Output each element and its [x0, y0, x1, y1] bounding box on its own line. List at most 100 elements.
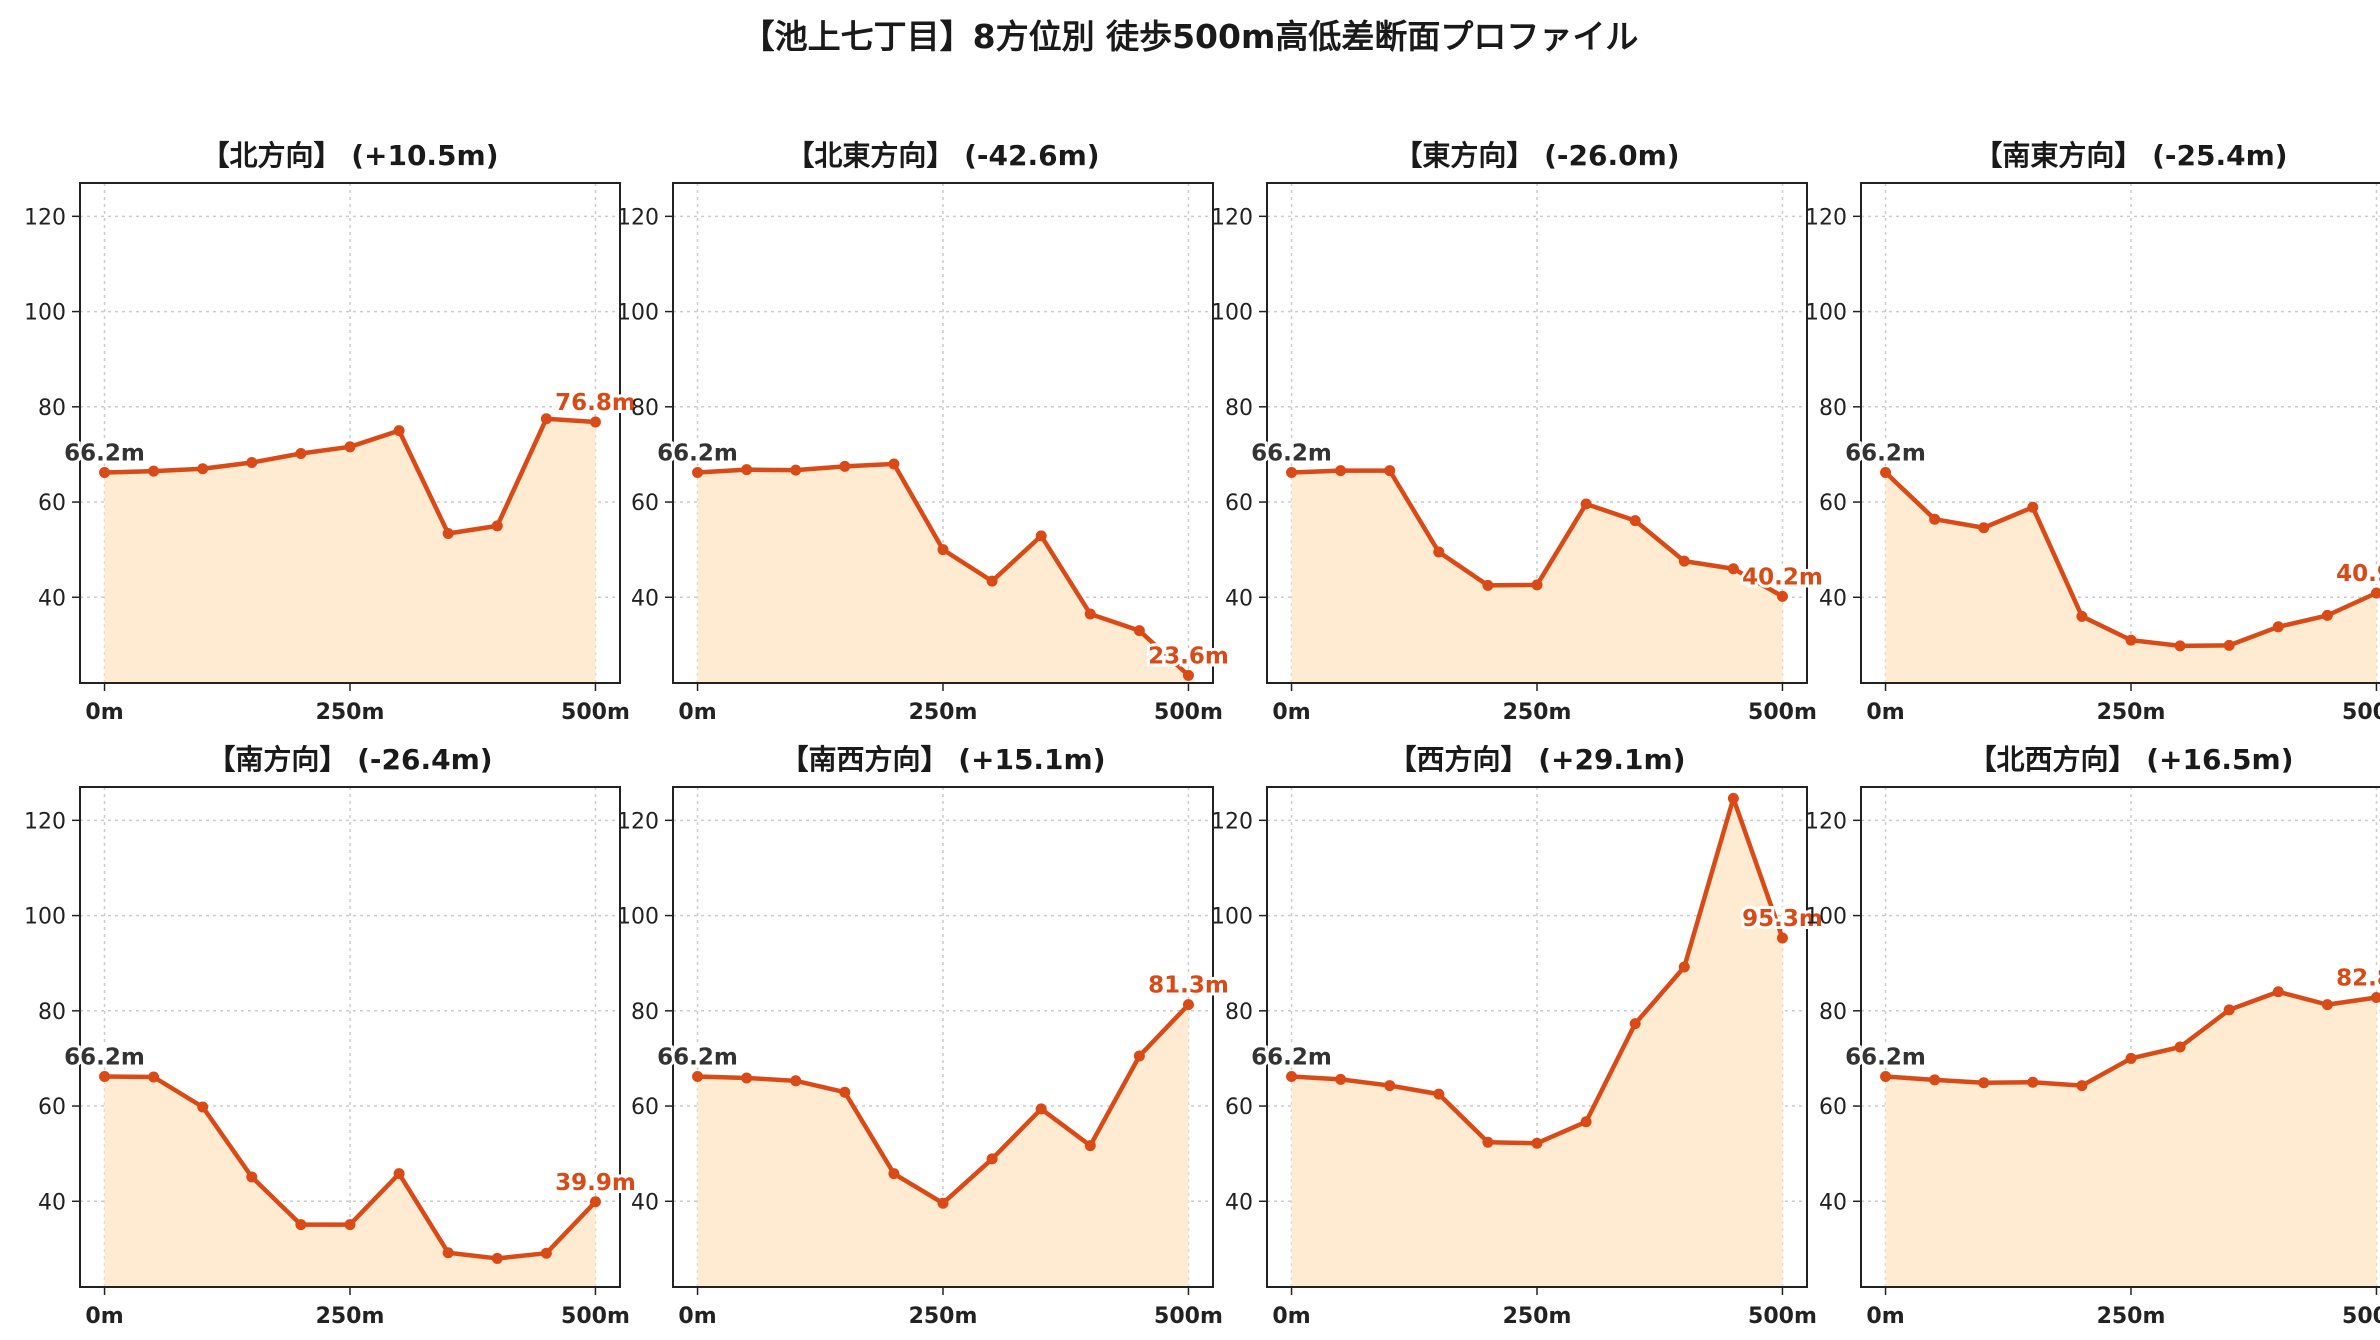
x-tick-label: 500m	[2342, 700, 2380, 725]
y-tick-label: 100	[1805, 905, 1847, 930]
data-point	[1482, 1136, 1494, 1148]
x-tick-label: 0m	[678, 700, 716, 725]
data-point	[1035, 530, 1047, 542]
y-tick-label: 100	[1805, 301, 1847, 326]
data-point	[1531, 579, 1543, 591]
data-point	[1727, 792, 1739, 804]
data-point	[1678, 555, 1690, 567]
y-tick-label: 120	[617, 809, 659, 834]
chart-panel-5: 【南方向】 (-26.4m) 40 60 80 100 120 0m 250m 500m 66.2…	[24, 743, 639, 1329]
start-elevation-label: 66.2m	[1251, 441, 1332, 467]
y-tick-label: 80	[38, 396, 66, 421]
panel-title: 【南東方向】 (-25.4m)	[1974, 139, 2287, 172]
data-point	[2076, 610, 2088, 622]
y-tick-label: 80	[1819, 396, 1847, 421]
y-tick-label: 40	[1225, 1190, 1253, 1215]
data-point	[1629, 1018, 1641, 1030]
start-elevation-label: 66.2m	[657, 441, 738, 467]
data-point	[986, 1153, 998, 1165]
x-tick-label: 0m	[678, 1304, 716, 1329]
data-point	[1335, 465, 1347, 477]
data-point	[1384, 1080, 1396, 1092]
x-tick-label: 250m	[1503, 1304, 1572, 1329]
data-point	[99, 1071, 111, 1083]
data-point	[1678, 961, 1690, 973]
data-point	[2321, 999, 2333, 1011]
y-tick-label: 80	[1225, 396, 1253, 421]
chart-panel-8: 【北西方向】 (+16.5m) 40 60 80 100 120 0m 250m 500m 66.…	[1805, 743, 2380, 1329]
y-tick-label: 80	[1225, 1000, 1253, 1025]
y-tick-label: 60	[38, 491, 66, 516]
data-point	[295, 1219, 307, 1231]
start-elevation-label: 66.2m	[1251, 1045, 1332, 1071]
data-point	[540, 413, 552, 425]
data-point	[589, 1196, 601, 1208]
elevation-area	[697, 1004, 1189, 1287]
data-point	[1531, 1137, 1543, 1149]
x-tick-label: 500m	[1154, 700, 1223, 725]
y-tick-label: 80	[631, 1000, 659, 1025]
data-point	[1182, 669, 1194, 681]
start-elevation-label: 66.2m	[64, 441, 145, 467]
start-elevation-label: 66.2m	[1845, 441, 1926, 467]
y-tick-label: 80	[631, 396, 659, 421]
data-point	[1727, 563, 1739, 575]
data-point	[1433, 546, 1445, 558]
data-point	[393, 425, 405, 437]
data-point	[2125, 1052, 2137, 1064]
x-tick-label: 250m	[1503, 700, 1572, 725]
x-tick-label: 0m	[1866, 1304, 1904, 1329]
chart-panel-1: 【北方向】 (+10.5m) 40 60 80 100 120 0m 250m 500m 66.2…	[24, 139, 639, 725]
data-point	[491, 1252, 503, 1264]
chart-panel-2: 【北東方向】 (-42.6m) 40 60 80 100 120 0m 250m 500m 66.…	[617, 139, 1232, 725]
data-point	[2370, 991, 2380, 1003]
data-point	[1084, 608, 1096, 620]
x-tick-label: 500m	[1748, 700, 1817, 725]
end-elevation-label: 95.3m	[1742, 906, 1823, 932]
end-elevation-label: 23.6m	[1148, 643, 1229, 669]
elevation-area	[697, 463, 1189, 683]
figure-title: 【池上七丁目】8方位別 徒歩500m高低差断面プロファイル	[741, 17, 1639, 56]
panel-title: 【西方向】 (+29.1m)	[1388, 743, 1685, 776]
data-point	[790, 1075, 802, 1087]
data-point	[2027, 501, 2039, 513]
end-elevation-label: 76.8m	[555, 390, 636, 416]
data-point	[1384, 465, 1396, 477]
data-point	[1182, 999, 1194, 1011]
data-point	[2272, 621, 2284, 633]
data-point	[1133, 625, 1145, 637]
end-elevation-label: 40.9m	[2336, 561, 2380, 587]
x-tick-label: 0m	[85, 1304, 123, 1329]
end-elevation-label: 82.8m	[2336, 965, 2380, 991]
x-tick-label: 250m	[316, 700, 385, 725]
x-tick-label: 0m	[1272, 700, 1310, 725]
data-point	[1286, 1071, 1298, 1083]
data-point	[1580, 498, 1592, 510]
data-point	[1433, 1088, 1445, 1100]
data-point	[442, 527, 454, 539]
end-elevation-label: 39.9m	[555, 1170, 636, 1196]
y-tick-label: 80	[38, 1000, 66, 1025]
y-tick-label: 120	[1211, 205, 1253, 230]
elevation-area	[104, 1076, 596, 1287]
data-point	[2125, 634, 2137, 646]
data-point	[937, 1197, 949, 1209]
data-point	[491, 520, 503, 532]
data-point	[741, 464, 753, 476]
data-point	[986, 575, 998, 587]
y-tick-label: 100	[1211, 905, 1253, 930]
data-point	[1482, 579, 1494, 591]
panel-title: 【北東方向】 (-42.6m)	[786, 139, 1099, 172]
data-point	[692, 1071, 704, 1083]
y-tick-label: 40	[38, 1190, 66, 1215]
elevation-area	[104, 418, 596, 683]
y-tick-label: 100	[24, 301, 66, 326]
chart-panel-4: 【南東方向】 (-25.4m) 40 60 80 100 120 0m 250m 500m 66.…	[1805, 139, 2380, 725]
x-tick-label: 0m	[1272, 1304, 1310, 1329]
y-tick-label: 40	[1225, 586, 1253, 611]
y-tick-label: 100	[617, 301, 659, 326]
data-point	[741, 1072, 753, 1084]
y-tick-label: 60	[1225, 1095, 1253, 1120]
data-point	[2223, 639, 2235, 651]
